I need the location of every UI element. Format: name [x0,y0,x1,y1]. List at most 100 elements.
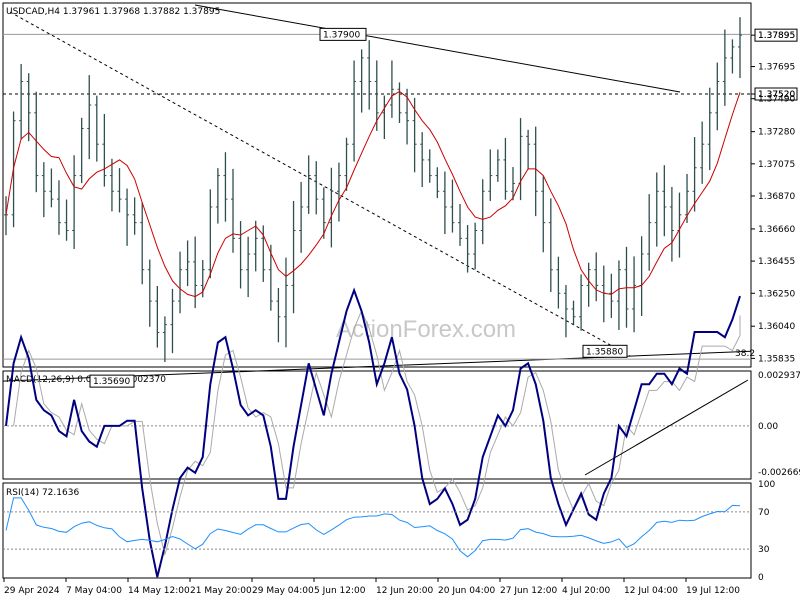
rsi-tick-label: 0 [758,573,764,583]
price-bar [374,60,379,131]
price-bar [178,251,183,314]
price-bar [609,273,614,318]
price-tick-label: 1.37280 [758,128,795,138]
dashed-channel-line [9,11,631,357]
price-bar [654,172,659,247]
macd-line [5,287,741,578]
price-bar [548,198,553,293]
price-bar [223,152,228,222]
price-bar [231,168,236,253]
macd-label: MACD(12,26,9) 0.002548 0.002370 [6,375,166,385]
rsi-pane [2,482,752,579]
moving-average-line [5,90,741,298]
price-label: 1.37900 [323,30,360,40]
macd-tick-label: 0.002937 [758,371,800,381]
price-tick-label: 1.36250 [758,289,795,299]
time-tick-label: 20 Jun 04:00 [438,586,495,596]
price-bar [389,60,394,118]
price-label: 1.37520 [758,90,795,100]
price-bar [563,285,568,338]
price-bar [352,60,357,162]
price-bar [306,155,311,214]
price-bar [19,64,24,140]
price-tick-label: 1.37075 [758,160,795,170]
price-bar [162,316,167,363]
price-bar [329,167,334,248]
rsi-label: RSI(14) 72.1636 [6,488,79,498]
trend-lines [9,4,681,357]
price-bar [700,121,705,184]
time-tick-label: 19 Jul 12:00 [686,586,740,596]
price-bar [435,167,440,199]
time-tick-label: 29 May 04:00 [252,586,314,596]
price-bar [64,199,69,241]
price-bar [283,257,288,348]
price-bar [49,168,54,208]
price-bar [291,200,296,314]
price-tick-label: 1.37695 [758,63,795,73]
rsi-tick-label: 100 [758,480,775,490]
price-bar [669,187,674,262]
price-bar [503,137,508,200]
price-bar [336,162,341,222]
price-bar [26,73,31,142]
price-tick-label: 1.37520 [758,90,795,100]
time-axis: 29 Apr 2024 7 May 04:00 14 May 12:00 21 May… [3,578,740,596]
price-label: 1.35880 [586,347,623,357]
price-label: 1.35690 [93,377,130,387]
price-bar [715,62,720,131]
time-tick-label: 12 Jun 20:00 [376,586,433,596]
price-bar [314,161,319,215]
price-bar [480,179,485,245]
price-bar [586,262,591,307]
price-bar [238,221,243,289]
price-bar [79,117,84,184]
price-bar [662,165,667,237]
fib-label: 38.2 [735,349,755,359]
price-bar [208,189,213,279]
moving-average [5,90,741,298]
time-tick-label: 21 May 20:00 [190,586,252,596]
macd-tick-label: 0.00 [758,422,778,432]
price-tick-label: 1.37895 [758,31,795,41]
price-bar [730,39,735,74]
price-bar [94,95,99,162]
price-bar [125,188,130,246]
price-bar [215,168,220,224]
price-bar [147,259,152,327]
price-bar [495,149,500,182]
macd-tick-label: -0.002669 [758,468,800,478]
time-tick-label: 14 May 12:00 [128,586,190,596]
price-bar [420,132,425,188]
price-bar [405,88,410,145]
price-bar [647,194,652,271]
price-bar [367,40,372,110]
price-bar [170,288,175,354]
time-tick-label: 7 May 04:00 [66,586,122,596]
time-tick-label: 29 Apr 2024 [4,586,60,596]
rsi-line: 100 70 30 0 [3,480,775,583]
price-tick-label: 1.36660 [758,225,795,235]
price-bar [109,158,114,212]
price-bar [556,256,561,309]
price-label-box [319,27,367,41]
time-tick-label: 4 Jul 20:00 [562,586,611,596]
price-bar [56,180,61,235]
price-bar [510,167,515,201]
rsi-line [5,497,741,558]
price-bar [299,181,304,253]
price-tick-label: 1.37490 [758,95,795,105]
price-bar [102,113,107,187]
price-bar [268,244,273,311]
price-bar [72,155,77,250]
price-bar [246,236,251,298]
price-bar [132,197,137,235]
price-label-box [582,344,628,358]
price-bar [427,149,432,183]
price-bar [632,256,637,333]
price-pane [2,2,752,368]
rsi-tick-label: 30 [758,545,770,555]
macd-trendline [584,379,749,476]
price-bar [533,126,538,217]
